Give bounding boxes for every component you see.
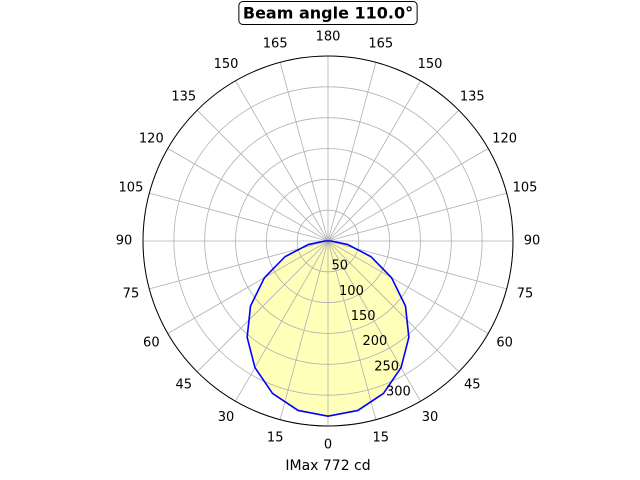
theta-tick-label: 30 — [422, 410, 439, 425]
grid-spoke — [196, 109, 329, 242]
grid-spoke — [196, 240, 329, 373]
r-tick-label: 250 — [374, 359, 399, 374]
r-tick-label: 100 — [339, 284, 364, 299]
theta-tick-label: 90 — [116, 234, 133, 249]
theta-tick-label: 60 — [143, 336, 160, 351]
x-axis-label: IMax 772 cd — [285, 458, 370, 474]
grid-spoke — [327, 80, 421, 242]
theta-tick-label: 60 — [496, 336, 513, 351]
grid-spoke — [327, 192, 507, 242]
theta-tick-label: 75 — [123, 286, 140, 301]
theta-tick-label: 75 — [517, 286, 534, 301]
grid-spoke — [149, 192, 329, 242]
grid-spoke — [279, 62, 329, 242]
theta-tick-label: 0 — [324, 438, 332, 453]
theta-tick-label: 180 — [316, 30, 341, 45]
grid-spoke — [327, 240, 377, 420]
r-tick-label: 50 — [331, 259, 348, 274]
theta-tick-label: 45 — [175, 378, 192, 393]
theta-tick-label: 150 — [214, 57, 239, 72]
grid-spoke — [235, 240, 329, 402]
theta-tick-label: 105 — [513, 181, 538, 196]
grid-spoke — [167, 148, 329, 242]
grid-spoke — [327, 148, 489, 242]
grid-spoke — [327, 62, 377, 242]
theta-tick-label: 105 — [119, 181, 144, 196]
title-box — [238, 1, 418, 25]
grid-spoke — [327, 240, 421, 402]
grid-spoke — [327, 240, 460, 373]
theta-tick-label: 15 — [373, 431, 390, 446]
theta-tick-label: 150 — [418, 57, 443, 72]
r-tick-label: 150 — [351, 309, 376, 324]
grid-spoke — [235, 80, 329, 242]
theta-tick-label: 30 — [218, 410, 235, 425]
grid-spoke — [167, 240, 329, 334]
chart-title: Beam angle 110.0° — [243, 4, 413, 23]
theta-tick-label: 15 — [267, 431, 284, 446]
data-line — [246, 240, 410, 417]
theta-tick-label: 165 — [263, 36, 288, 51]
theta-tick-label: 165 — [368, 36, 393, 51]
r-tick-label: 200 — [362, 334, 387, 349]
theta-tick-label: 45 — [464, 378, 481, 393]
grid-spoke — [327, 109, 460, 242]
polar-frame — [142, 55, 514, 427]
theta-tick-label: 90 — [524, 234, 541, 249]
theta-tick-label: 135 — [171, 89, 196, 104]
theta-tick-label: 135 — [460, 89, 485, 104]
theta-tick-label: 120 — [492, 132, 517, 147]
grid-spoke — [279, 240, 329, 420]
theta-tick-label: 120 — [139, 132, 164, 147]
r-tick-label: 300 — [386, 384, 411, 399]
grid-spoke — [327, 240, 489, 334]
